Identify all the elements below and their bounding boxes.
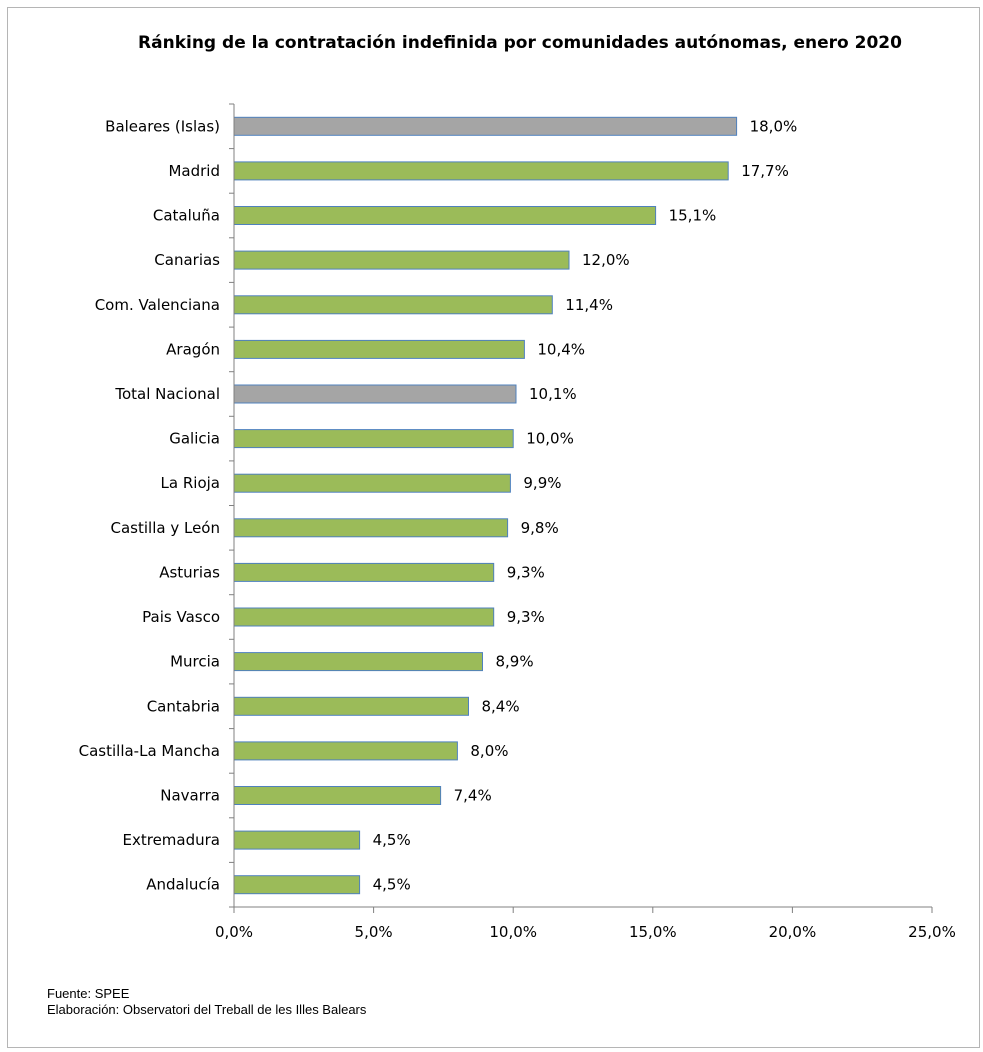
- bar: [233, 429, 514, 449]
- data-label: 11,4%: [565, 296, 613, 314]
- x-tick-label: 25,0%: [908, 923, 956, 941]
- category-label: Canarias: [154, 251, 220, 269]
- category-label: Galicia: [169, 430, 220, 448]
- x-tick-label: 0,0%: [215, 923, 253, 941]
- category-label: Extremadura: [123, 831, 221, 849]
- category-label: Navarra: [160, 787, 220, 805]
- bar: [233, 875, 361, 895]
- bar: [233, 473, 511, 493]
- data-label: 8,4%: [482, 697, 520, 715]
- bar: [233, 116, 738, 136]
- data-label: 9,8%: [521, 519, 559, 537]
- bar: [233, 741, 458, 761]
- category-label: Madrid: [168, 162, 220, 180]
- category-label: Asturias: [159, 563, 220, 581]
- category-label: Pais Vasco: [142, 608, 220, 626]
- category-label: Cataluña: [153, 207, 220, 225]
- data-label: 10,0%: [526, 430, 574, 448]
- x-tick-label: 5,0%: [355, 923, 393, 941]
- bar: [233, 652, 483, 672]
- category-label: Com. Valenciana: [95, 296, 220, 314]
- category-label: La Rioja: [161, 474, 220, 492]
- data-label: 12,0%: [582, 251, 630, 269]
- data-label: 7,4%: [454, 787, 492, 805]
- source-line: Fuente: SPEE: [47, 986, 130, 1001]
- category-label: Total Nacional: [114, 385, 220, 403]
- bar: [233, 562, 495, 582]
- bar: [233, 295, 553, 315]
- data-label: 8,9%: [496, 653, 534, 671]
- elaboration-line: Elaboración: Observatori del Treball de …: [47, 1002, 367, 1017]
- bar: [233, 250, 570, 270]
- category-label: Cantabria: [147, 697, 220, 715]
- bar: [233, 206, 657, 225]
- x-tick-label: 15,0%: [629, 923, 677, 941]
- data-label: 15,1%: [669, 207, 717, 225]
- bar: [233, 786, 442, 805]
- bar: [233, 607, 495, 627]
- category-label: Murcia: [170, 653, 220, 671]
- x-tick-label: 10,0%: [489, 923, 537, 941]
- bar: [233, 518, 509, 538]
- category-label: Castilla-La Mancha: [79, 742, 220, 760]
- bar: [233, 161, 729, 181]
- x-tick-label: 20,0%: [769, 923, 817, 941]
- category-label: Castilla y León: [111, 519, 220, 537]
- data-label: 9,3%: [507, 563, 545, 581]
- data-label: 4,5%: [373, 831, 411, 849]
- category-label: Baleares (Islas): [105, 117, 220, 135]
- data-label: 17,7%: [741, 162, 789, 180]
- chart-title: Ránking de la contratación indefinida po…: [138, 33, 902, 53]
- data-label: 9,3%: [507, 608, 545, 626]
- bar-chart: Baleares (Islas) 18,0% Madrid 17,7% Cataluña…: [79, 103, 956, 941]
- category-label: Aragón: [166, 340, 220, 358]
- bar: [233, 384, 517, 404]
- data-label: 4,5%: [373, 876, 411, 894]
- data-label: 10,1%: [529, 385, 577, 403]
- data-label: 10,4%: [537, 340, 585, 358]
- data-label: 9,9%: [523, 474, 561, 492]
- bar: [233, 830, 361, 850]
- bar: [233, 339, 525, 359]
- source-note: Fuente: SPEE Elaboración: Observatori de…: [47, 986, 366, 1018]
- data-label: 18,0%: [750, 117, 798, 135]
- bar: [233, 696, 469, 716]
- category-label: Andalucía: [146, 876, 220, 894]
- data-label: 8,0%: [470, 742, 508, 760]
